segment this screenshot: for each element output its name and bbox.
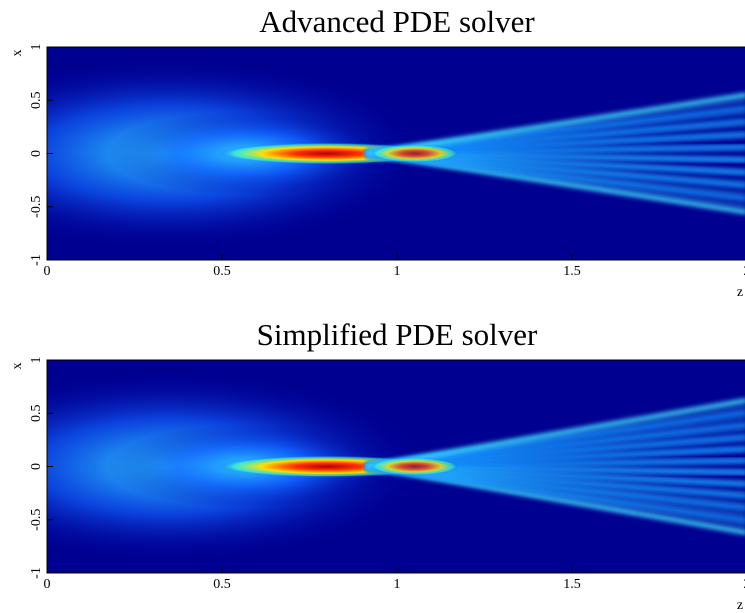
y-axis-label: x	[10, 363, 25, 370]
heatmap-field	[47, 360, 745, 573]
x-tick-label: 2	[744, 577, 745, 592]
y-tick-label: -1	[29, 567, 44, 579]
x-tick-label: 1.5	[563, 577, 581, 592]
y-axis-label: x	[10, 50, 25, 57]
x-tick-label: 0	[44, 264, 51, 279]
x-tick-label: 1.5	[563, 264, 581, 279]
fringe-core	[369, 144, 460, 163]
y-tick-label: 1	[29, 357, 44, 364]
x-tick-label: 1	[394, 577, 401, 592]
heatmap: 0 0.5 1 1.5 2 -1 -0.5 0 0.5 1 Advanced PDE solver z…	[10, 4, 745, 300]
x-tick-label: 0.5	[213, 577, 231, 592]
fringe	[366, 92, 745, 156]
y-tick-label: 0.5	[29, 405, 44, 423]
fringe-core	[369, 457, 460, 476]
fringe	[366, 398, 745, 469]
fringe	[366, 465, 745, 528]
y-tick-label: -0.5	[29, 196, 44, 218]
chart-title: Advanced PDE solver	[259, 4, 535, 39]
x-axis-label: z	[737, 285, 743, 300]
y-tick-label: 0.5	[29, 92, 44, 110]
y-tick-label: 0	[29, 463, 44, 470]
heatmap: 0 0.5 1 1.5 2 -1 -0.5 0 0.5 1 Simplified PDE solve…	[10, 317, 745, 613]
y-tick-label: 0	[29, 150, 44, 157]
y-tick-label: 1	[29, 44, 44, 51]
fringe	[366, 152, 745, 208]
x-axis-label: z	[737, 598, 743, 613]
x-tick-label: 0.5	[213, 264, 231, 279]
x-tick-label: 1	[394, 264, 401, 279]
chart-title: Simplified PDE solver	[257, 317, 538, 352]
y-tick-label: -1	[29, 254, 44, 266]
y-tick-label: -0.5	[29, 509, 44, 531]
heatmap-field	[47, 47, 745, 260]
x-tick-label: 2	[744, 264, 745, 279]
x-tick-label: 0	[44, 577, 51, 592]
